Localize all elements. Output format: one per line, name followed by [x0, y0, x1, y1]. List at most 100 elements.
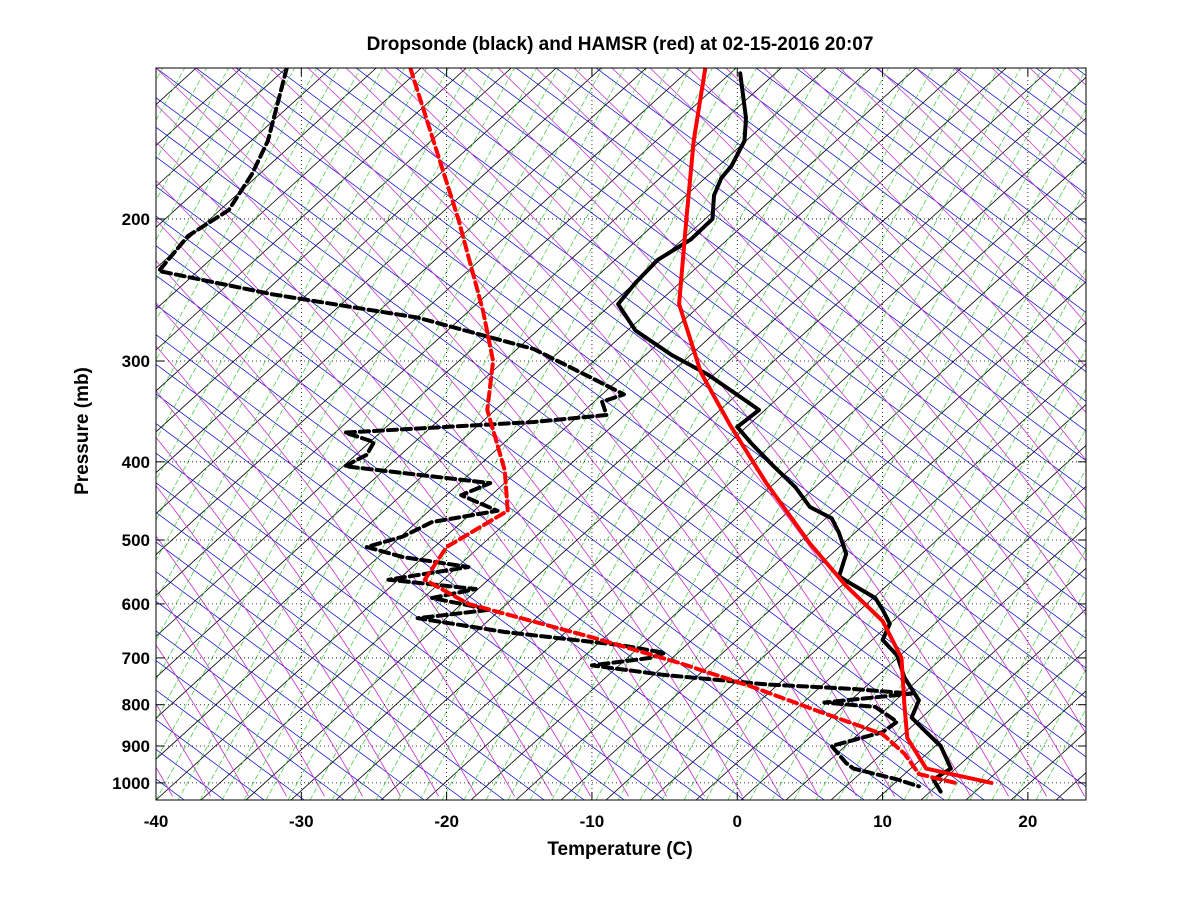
x-tick-label: -10	[580, 812, 605, 831]
dry-adiabat-line	[235, 68, 1086, 699]
background-lines	[0, 68, 1200, 800]
isotherm-line	[470, 240, 1086, 800]
dry-adiabat-line	[0, 68, 64, 800]
dry-adiabat-line	[1156, 68, 1200, 800]
moist-adiabat-line	[156, 302, 515, 797]
y-tick-label: 900	[122, 737, 150, 756]
mixing-ratio-line	[991, 628, 1086, 800]
isotherm-line	[245, 68, 1052, 800]
dry-adiabat-line	[156, 156, 1025, 800]
moist-adiabat-line	[0, 68, 58, 796]
isotherm-line	[515, 281, 1086, 800]
moist-adiabat-line	[573, 68, 1086, 674]
moist-adiabat-line	[156, 588, 287, 797]
mixing-ratio-line	[573, 68, 977, 800]
mixing-ratio-line	[793, 268, 1086, 800]
isotherm-line	[740, 485, 1086, 800]
isotherm-line	[156, 68, 782, 637]
moist-adiabat-line	[877, 68, 1086, 282]
mixing-ratio-line	[156, 68, 361, 441]
isotherm-line	[156, 68, 692, 556]
y-tick-label: 1000	[112, 774, 150, 793]
dry-adiabat-line	[156, 541, 505, 800]
isotherm-line	[695, 444, 1086, 800]
mixing-ratio-line	[969, 588, 1086, 800]
mixing-ratio-line	[463, 68, 867, 800]
dry-adiabat-line	[156, 363, 745, 800]
mixing-ratio-line	[156, 68, 537, 761]
mixing-ratio-line	[881, 428, 1086, 800]
dry-adiabat-line	[675, 68, 1086, 373]
mixing-ratio-line	[0, 68, 31, 800]
axis-ticks: -40 -30 -20 -10 0 10 20 200 300 400 500 600 700 800 90…	[112, 68, 1086, 831]
mixing-ratio-line	[177, 68, 581, 800]
dry-adiabat-line	[156, 186, 985, 800]
dry-adiabat-line	[156, 245, 905, 800]
dry-adiabat-line	[156, 215, 945, 800]
dry-adiabat-line	[595, 68, 1086, 432]
mixing-ratio-line	[529, 68, 933, 800]
moist-adiabat-line	[383, 68, 971, 797]
mixing-ratio-line	[903, 468, 1086, 800]
mixing-ratio-line	[925, 508, 1086, 800]
chart-title: Dropsonde (black) and HAMSR (red) at 02-…	[367, 34, 874, 55]
y-tick-label: 300	[122, 352, 150, 371]
mixing-ratio-line	[0, 68, 119, 800]
moist-adiabat-line	[193, 68, 781, 797]
isotherm-line	[290, 76, 1086, 800]
moist-adiabat-line	[0, 68, 20, 796]
dry-adiabat-line	[156, 482, 585, 800]
mixing-ratio-line	[771, 228, 1086, 800]
dry-adiabat-line	[156, 512, 545, 800]
y-tick-label: 500	[122, 531, 150, 550]
moist-adiabat-line	[611, 68, 1086, 616]
mixing-ratio-line	[156, 68, 251, 241]
mixing-ratio-line	[0, 68, 141, 800]
isotherm-line	[156, 68, 467, 351]
dry-adiabat-line	[795, 68, 1086, 284]
mixing-ratio-line	[0, 68, 53, 800]
isotherm-line	[156, 68, 737, 596]
mixing-ratio-line	[441, 68, 845, 800]
mixing-ratio-line	[156, 68, 295, 321]
dry-adiabat-line	[1116, 68, 1200, 800]
isotherm-line	[156, 68, 422, 310]
mixing-ratio-line	[156, 68, 559, 800]
mixing-ratio-line	[397, 68, 801, 800]
isotherm-line	[830, 567, 1086, 800]
moist-adiabat-line	[535, 68, 1086, 735]
mixing-ratio-line	[0, 68, 75, 800]
moist-adiabat-line	[915, 68, 1086, 240]
dry-adiabat-line	[156, 452, 625, 800]
mixing-ratio-line	[199, 68, 603, 800]
isotherm-line	[200, 68, 1007, 800]
moist-adiabat-line	[1182, 68, 1200, 796]
y-tick-label: 800	[122, 696, 150, 715]
moist-adiabat-line	[156, 485, 363, 797]
moist-adiabat-line	[156, 436, 401, 797]
moist-adiabat-line	[156, 535, 325, 797]
moist-adiabat-line	[156, 219, 591, 797]
dropsonde-solid-line	[616, 71, 953, 794]
mixing-ratio-line	[551, 68, 955, 800]
isotherm-line	[156, 68, 872, 719]
dry-adiabat-line	[435, 68, 1086, 550]
mixing-ratio-line	[156, 68, 229, 201]
mixing-ratio-line	[156, 68, 405, 521]
moist-adiabat-line	[156, 390, 439, 797]
dry-adiabat-line	[635, 68, 1086, 402]
isotherm-line	[875, 608, 1086, 800]
isotherm-line	[785, 526, 1086, 800]
isotherm-line	[156, 68, 512, 392]
dry-adiabat-line	[755, 68, 1086, 313]
mixing-ratio-line	[705, 108, 1086, 800]
mixing-ratio-line	[815, 308, 1086, 800]
dry-adiabat-line	[156, 334, 785, 800]
isotherm-line	[335, 117, 1086, 800]
isotherm-line	[156, 68, 557, 433]
dry-adiabat-line	[156, 571, 465, 800]
dry-adiabat-line	[156, 423, 665, 800]
mixing-ratio-line	[156, 68, 427, 561]
mixing-ratio-line	[265, 68, 669, 800]
moist-adiabat-line	[687, 68, 1086, 510]
